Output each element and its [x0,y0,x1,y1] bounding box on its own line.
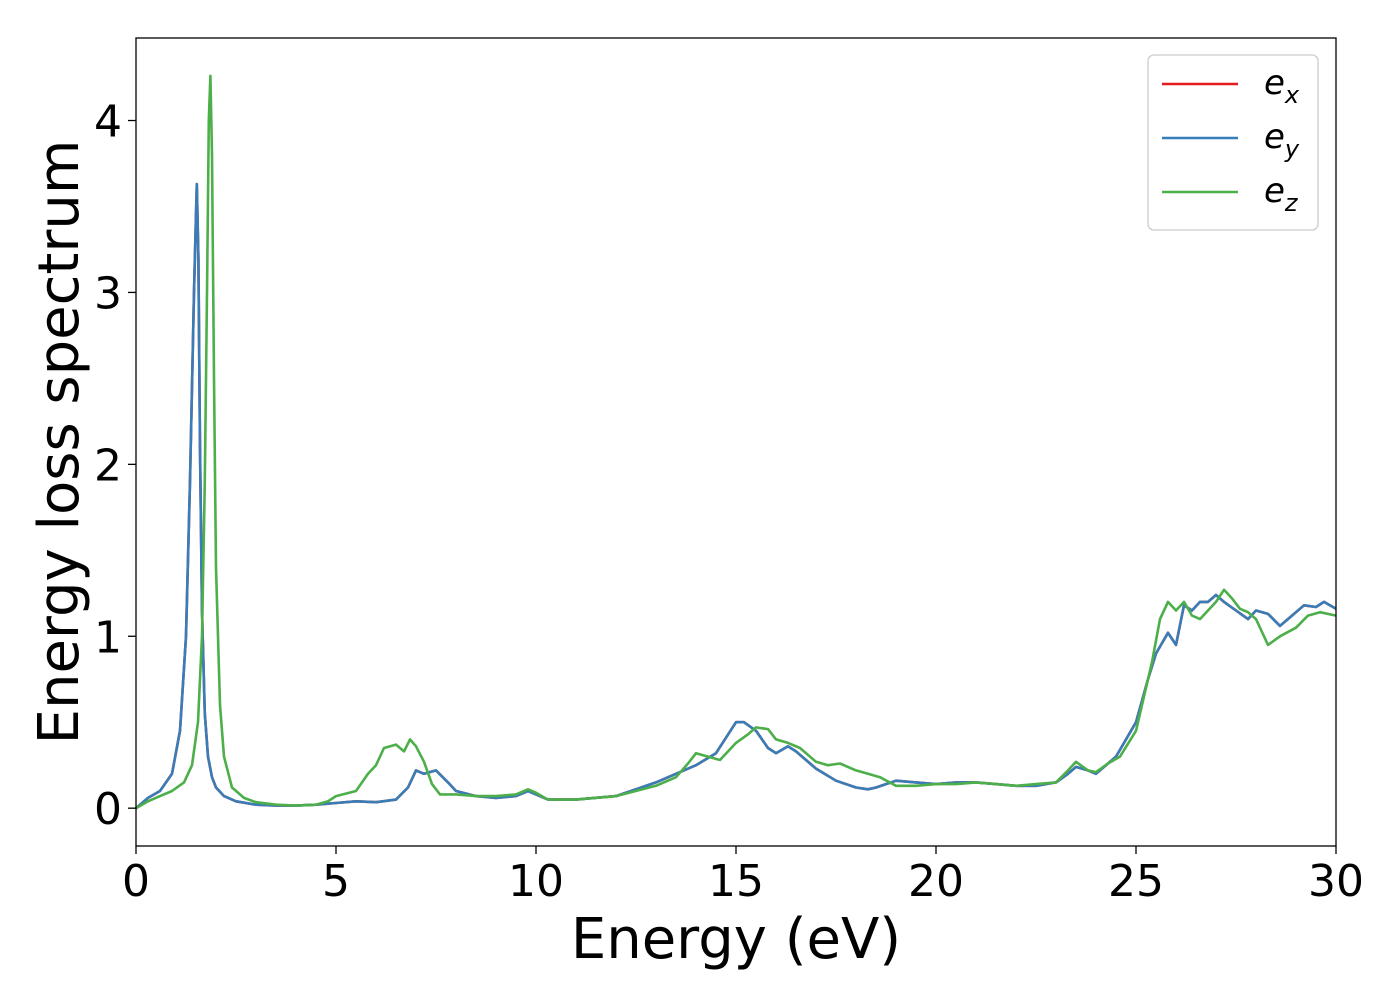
legend-label-x: ex [1264,63,1300,109]
legend-label-base: e [1264,117,1285,157]
y-tick-label: 1 [94,612,122,663]
series-line-y [135,182,1337,810]
legend-label-base: e [1264,171,1285,211]
legend-label-y: ey [1264,117,1300,163]
x-tick-label: 0 [122,856,150,907]
x-axis-ticks: 0 5 10 15 20 25 30 [122,846,1364,907]
legend-label-subscript: z [1284,189,1299,217]
x-tick-label: 25 [1108,856,1164,907]
x-tick-label: 20 [908,856,964,907]
x-tick-label: 15 [708,856,764,907]
y-tick-label: 2 [94,440,122,491]
y-tick-label: 4 [94,97,122,148]
y-axis-label: Energy loss spectrum [27,140,92,745]
legend-label-base: e [1264,63,1285,103]
y-axis-ticks: 0 1 2 3 4 [94,97,136,835]
plot-lines [135,74,1337,810]
legend-box [1147,54,1319,231]
x-axis-label: Energy (eV) [571,907,901,972]
x-tick-label: 5 [322,856,350,907]
legend-label-z: ez [1264,171,1299,217]
y-tick-label: 0 [94,784,122,835]
legend-label-subscript: x [1284,81,1300,109]
series-line-x [135,182,1337,810]
series-line-z [135,74,1337,810]
x-tick-label: 10 [508,856,564,907]
legend-label-subscript: y [1284,135,1300,163]
y-tick-label: 3 [94,268,122,319]
x-tick-label: 30 [1308,856,1364,907]
